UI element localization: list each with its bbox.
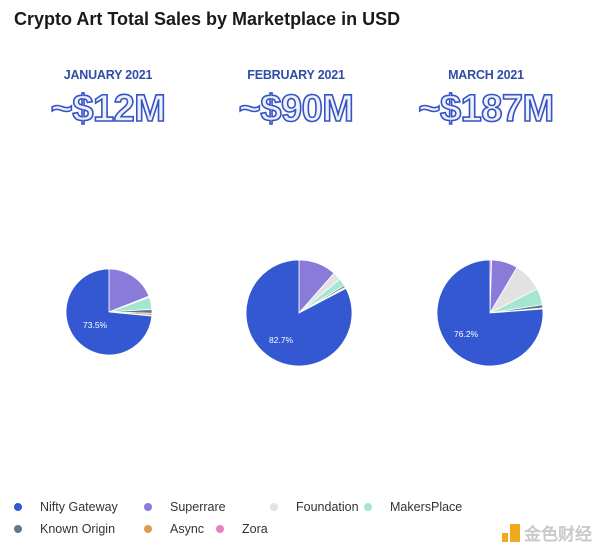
pie-charts: 73.5% 82.7% 76.2% [65,259,544,367]
legend-swatch [144,503,152,511]
pie-data-label: 73.5% [83,320,108,330]
legend-label: Async [170,522,205,536]
legend-swatch [364,503,372,511]
legend-swatch [216,525,224,533]
chart-title: Crypto Art Total Sales by Marketplace in… [14,9,401,29]
month-label: FEBRUARY 2021 [247,68,345,82]
watermark-logo-icon [502,523,520,542]
legend-item-nifty-gateway: Nifty Gateway [14,500,144,514]
legend-swatch [270,503,278,511]
legend-label: Superrare [170,500,226,514]
legend-item-foundation: Foundation [270,500,364,514]
legend-label: MakersPlace [390,500,463,514]
pie-slice-nifty-gateway [245,259,353,367]
legend: Nifty Gateway Superrare Foundation Maker… [14,496,462,540]
legend-swatch [14,525,22,533]
legend-item-superrare: Superrare [144,500,270,514]
january-header: JANUARY 2021 ~$12M [8,68,208,131]
march-header: MARCH 2021 ~$187M [386,68,586,131]
pie-slice-superrare [108,268,150,313]
legend-item-known-origin: Known Origin [14,522,144,536]
watermark: 金色财经 [502,520,592,545]
legend-label: Foundation [296,500,359,514]
month-label: MARCH 2021 [448,68,524,82]
pie-data-label: 82.7% [269,335,294,345]
total-amount: ~$187M [417,87,554,131]
legend-label: Known Origin [40,522,116,536]
legend-swatch [14,503,22,511]
legend-label: Nifty Gateway [40,500,118,514]
month-label: JANUARY 2021 [63,68,153,82]
legend-item-async: Async [144,522,216,536]
total-amount: ~$12M [50,87,167,131]
total-amount: ~$90M [238,87,355,131]
pie-slice-nifty-gateway [65,268,153,356]
pie-data-label: 76.2% [454,329,479,339]
legend-item-zora: Zora [216,522,268,536]
legend-label: Zora [242,522,268,536]
legend-swatch [144,525,152,533]
pie-slice-nifty-gateway [436,259,544,367]
legend-item-makersplace: MakersPlace [364,500,462,514]
february-header: FEBRUARY 2021 ~$90M [196,68,396,131]
watermark-text: 金色财经 [524,525,592,544]
